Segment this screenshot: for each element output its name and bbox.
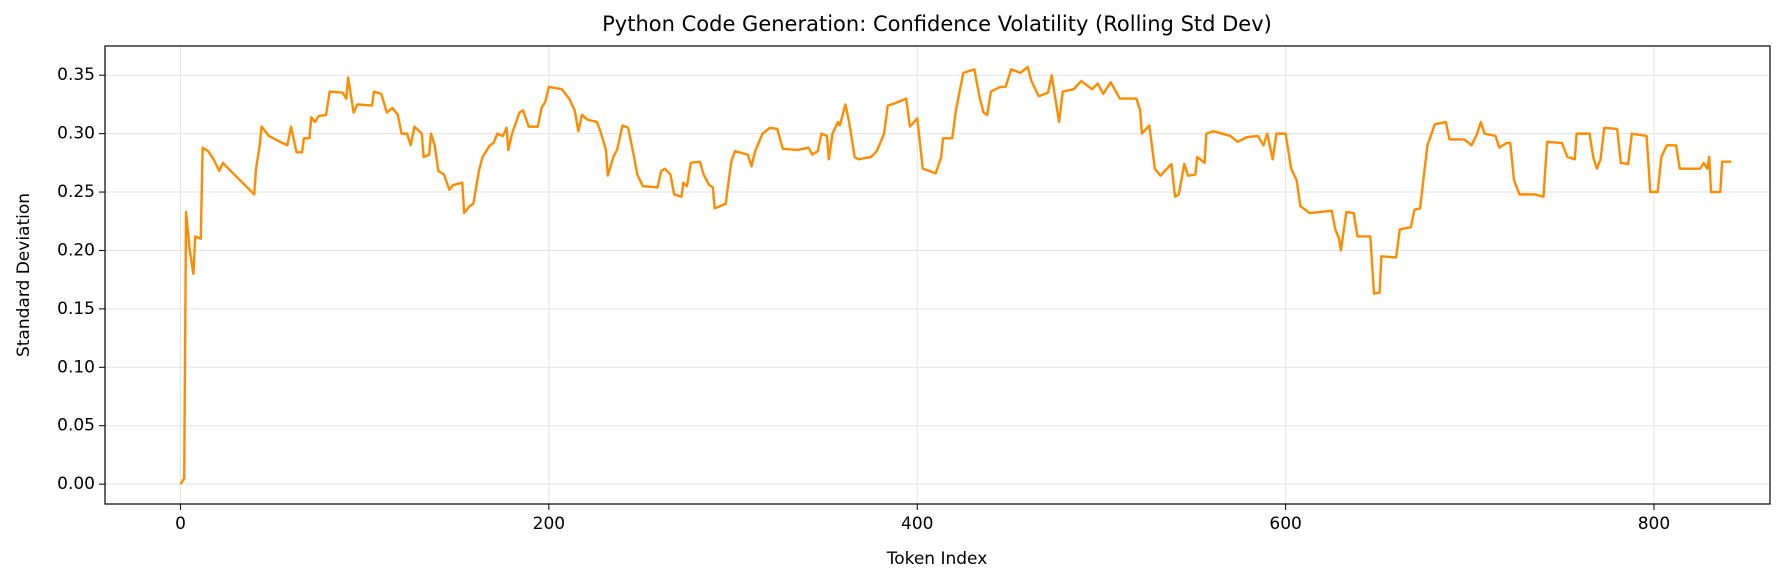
chart-title: Python Code Generation: Confidence Volat…	[602, 12, 1272, 36]
y-tick-label: 0.00	[57, 474, 95, 494]
y-tick-label: 0.05	[57, 416, 95, 436]
y-tick-label: 0.10	[57, 357, 95, 377]
x-tick-label: 200	[533, 514, 565, 534]
y-axis-label: Standard Deviation	[14, 193, 34, 357]
y-tick-label: 0.35	[57, 65, 95, 85]
x-tick-label: 0	[175, 514, 186, 534]
plot-frame	[104, 45, 1771, 505]
x-tick-label: 800	[1638, 514, 1670, 534]
y-tick-label: 0.25	[57, 182, 95, 202]
data-line	[179, 65, 1732, 485]
y-tick-label: 0.15	[57, 299, 95, 319]
x-tick-label: 600	[1269, 514, 1301, 534]
x-tick-label: 400	[901, 514, 933, 534]
x-axis-label: Token Index	[886, 549, 988, 569]
y-tick-label: 0.20	[57, 240, 95, 260]
y-tick-label: 0.30	[57, 124, 95, 144]
